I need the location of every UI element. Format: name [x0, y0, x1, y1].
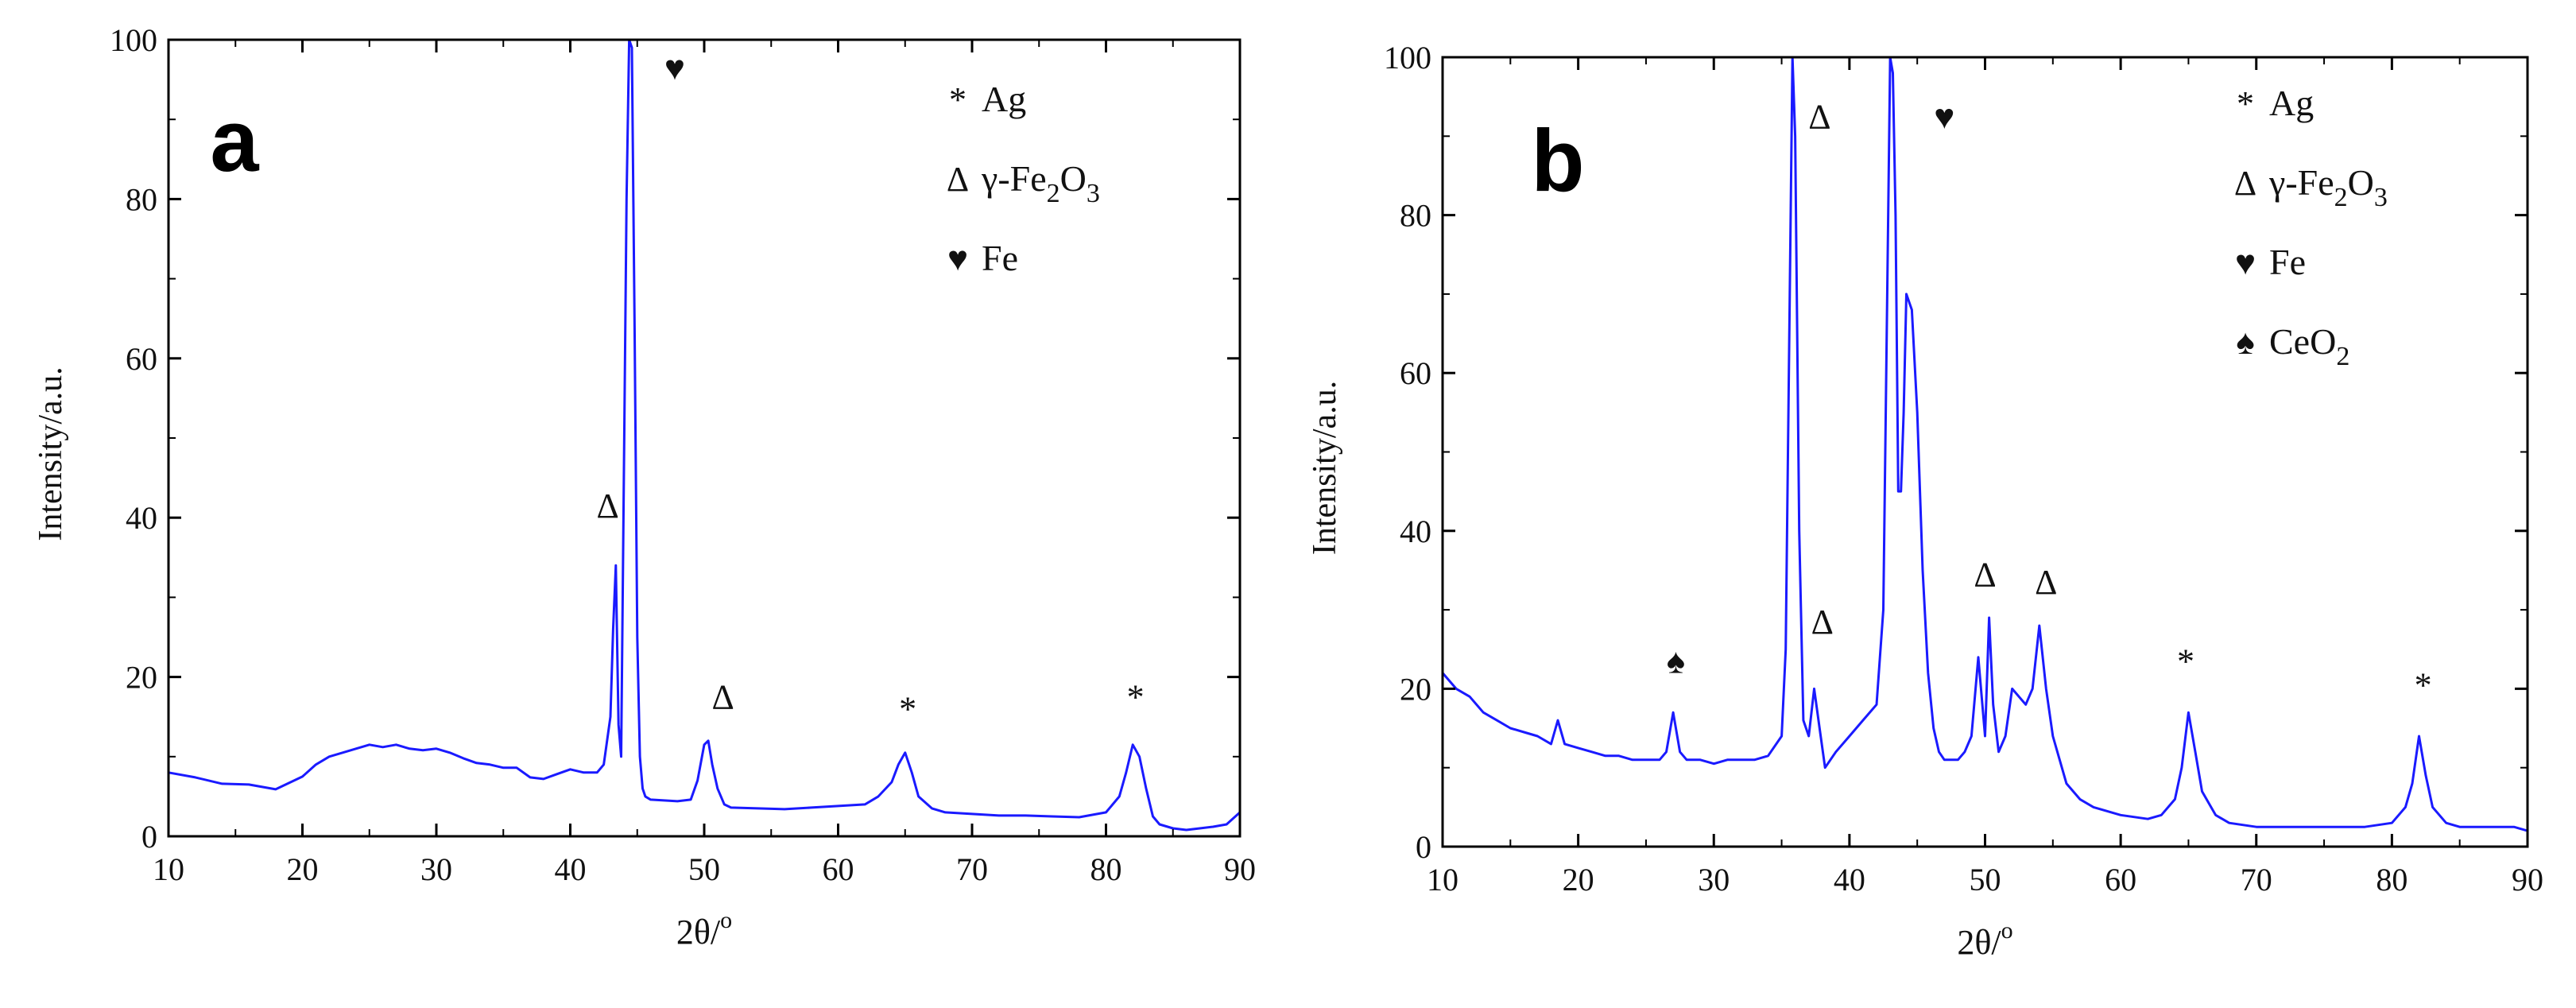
- legend-symbol: *: [2237, 84, 2254, 123]
- legend-label-text: Fe: [982, 238, 1018, 278]
- legend-label: γ-Fe2O3: [2268, 162, 2388, 212]
- legend-label-text: γ-Fe: [2268, 162, 2334, 203]
- legend-label: Fe: [982, 238, 1018, 278]
- legend-label-text: Fe: [2269, 242, 2306, 282]
- y-tick-label: 100: [1384, 40, 1431, 76]
- x-tick-label: 10: [153, 851, 184, 887]
- peak-marker: Δ: [1974, 555, 1996, 594]
- legend-label: Ag: [2269, 83, 2314, 123]
- legend-label: γ-Fe2O3: [981, 158, 1100, 208]
- peak-marker: *: [2415, 665, 2432, 704]
- legend-label-mid: O: [2348, 162, 2374, 203]
- series-line-0: [168, 38, 1242, 832]
- y-tick-label: 40: [1400, 514, 1431, 549]
- x-tick-label: 70: [2241, 862, 2272, 898]
- x-tick-label: 40: [555, 851, 587, 887]
- x-axis-label-text: 2θ/: [676, 913, 721, 952]
- y-tick-label: 20: [1400, 671, 1431, 707]
- x-tick-label: 30: [1698, 862, 1730, 898]
- peak-marker: *: [2177, 642, 2194, 681]
- peak-marker: Δ: [1808, 97, 1830, 136]
- y-tick-label: 80: [1400, 198, 1431, 234]
- legend-label: Ag: [982, 79, 1026, 119]
- y-axis-label: Intensity/a.u.: [33, 366, 69, 541]
- x-tick-label: 50: [688, 851, 720, 887]
- chart-panel-a: 10 20 30 40 50 60 70 80 90 0 20 40 60 80 100 2θ/o Intens…: [33, 22, 1256, 952]
- peak-marker: Δ: [2035, 563, 2057, 602]
- y-tick-label: 60: [1400, 355, 1431, 391]
- legend-symbol: ♠: [2236, 323, 2254, 362]
- legend-label-sub: 3: [1087, 179, 1100, 208]
- y-tick-label: 60: [126, 341, 157, 377]
- legend: * AgΔ γ-Fe2O3♥ Fe♠ CeO2: [2234, 83, 2388, 371]
- x-tick-label: 60: [823, 851, 854, 887]
- legend-label-text: CeO: [2269, 321, 2336, 362]
- x-tick-label: 30: [420, 851, 452, 887]
- legend-label-text: Ag: [982, 79, 1026, 119]
- x-axis-label: 2θ/o: [676, 907, 732, 952]
- x-tick-label: 80: [1090, 851, 1122, 887]
- x-tick-label: 50: [1970, 862, 2001, 898]
- y-tick-label: 20: [126, 660, 157, 696]
- y-axis-label: Intensity/a.u.: [1307, 381, 1343, 555]
- peak-marker: ♥: [1934, 97, 1954, 136]
- legend-symbol: Δ: [947, 160, 969, 199]
- x-axis-label-sup: o: [2001, 917, 2013, 944]
- legend-label-sub: 2: [2334, 183, 2348, 212]
- x-tick-label: 40: [1834, 862, 1865, 898]
- legend-label-text: Ag: [2269, 83, 2314, 123]
- x-tick-label: 20: [287, 851, 319, 887]
- legend-symbol: ♥: [947, 239, 968, 278]
- y-tick-label: 100: [110, 22, 157, 58]
- peak-marker: *: [1127, 678, 1145, 717]
- legend-label-sub: 3: [2374, 183, 2388, 212]
- x-axis-label: 2θ/o: [1957, 917, 2012, 962]
- x-tick-label: 70: [956, 851, 988, 887]
- legend-label-mid: O: [1060, 158, 1087, 199]
- legend-label-sub: 2: [1047, 179, 1060, 208]
- legend-label: CeO2: [2269, 321, 2349, 371]
- y-tick-label: 40: [126, 500, 157, 536]
- chart-panel-b: 10 20 30 40 50 60 70 80 90 0 20 40 60 80 100 2θ/o Intens…: [1307, 40, 2543, 962]
- peak-marker: Δ: [1811, 603, 1834, 642]
- y-tick-label: 80: [126, 181, 157, 217]
- x-tick-label: 20: [1563, 862, 1594, 898]
- y-tick-label: 0: [141, 819, 157, 855]
- x-axis-label-text: 2θ/: [1957, 923, 2001, 962]
- series-line-0: [1441, 56, 2528, 832]
- y-tick-label: 0: [1416, 829, 1431, 865]
- panel-label-a: a: [210, 92, 259, 190]
- legend-label-text: γ-Fe: [981, 158, 1047, 199]
- x-axis-label-sup: o: [720, 907, 732, 933]
- x-tick-label: 80: [2376, 862, 2407, 898]
- legend: * Ag Δ γ-Fe2O3 ♥ Fe: [947, 79, 1100, 278]
- peak-marker: ♠: [1667, 642, 1685, 681]
- legend-label: Fe: [2269, 242, 2306, 282]
- peak-marker: Δ: [711, 678, 734, 717]
- legend-label-sub: 2: [2336, 342, 2349, 371]
- peak-marker: *: [899, 690, 916, 729]
- peak-marker: ♥: [664, 48, 685, 87]
- x-tick-label: 60: [2105, 862, 2136, 898]
- x-tick-label: 10: [1427, 862, 1458, 898]
- peak-marker: Δ: [597, 487, 619, 525]
- legend-symbol: Δ: [2234, 164, 2256, 203]
- x-tick-label: 90: [2512, 862, 2543, 898]
- legend-symbol: ♥: [2235, 243, 2256, 282]
- x-tick-label: 90: [1224, 851, 1256, 887]
- legend-symbol: *: [949, 80, 966, 119]
- panel-label-b: b: [1531, 112, 1584, 210]
